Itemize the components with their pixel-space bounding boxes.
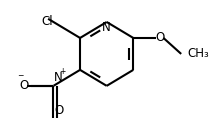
Text: −: −	[17, 71, 23, 81]
Text: +: +	[59, 67, 65, 76]
Text: N: N	[54, 71, 63, 84]
Text: N: N	[102, 21, 111, 34]
Text: O: O	[54, 104, 64, 117]
Text: CH₃: CH₃	[187, 47, 209, 60]
Text: O: O	[19, 79, 29, 92]
Text: Cl: Cl	[42, 15, 54, 28]
Text: O: O	[155, 31, 164, 44]
